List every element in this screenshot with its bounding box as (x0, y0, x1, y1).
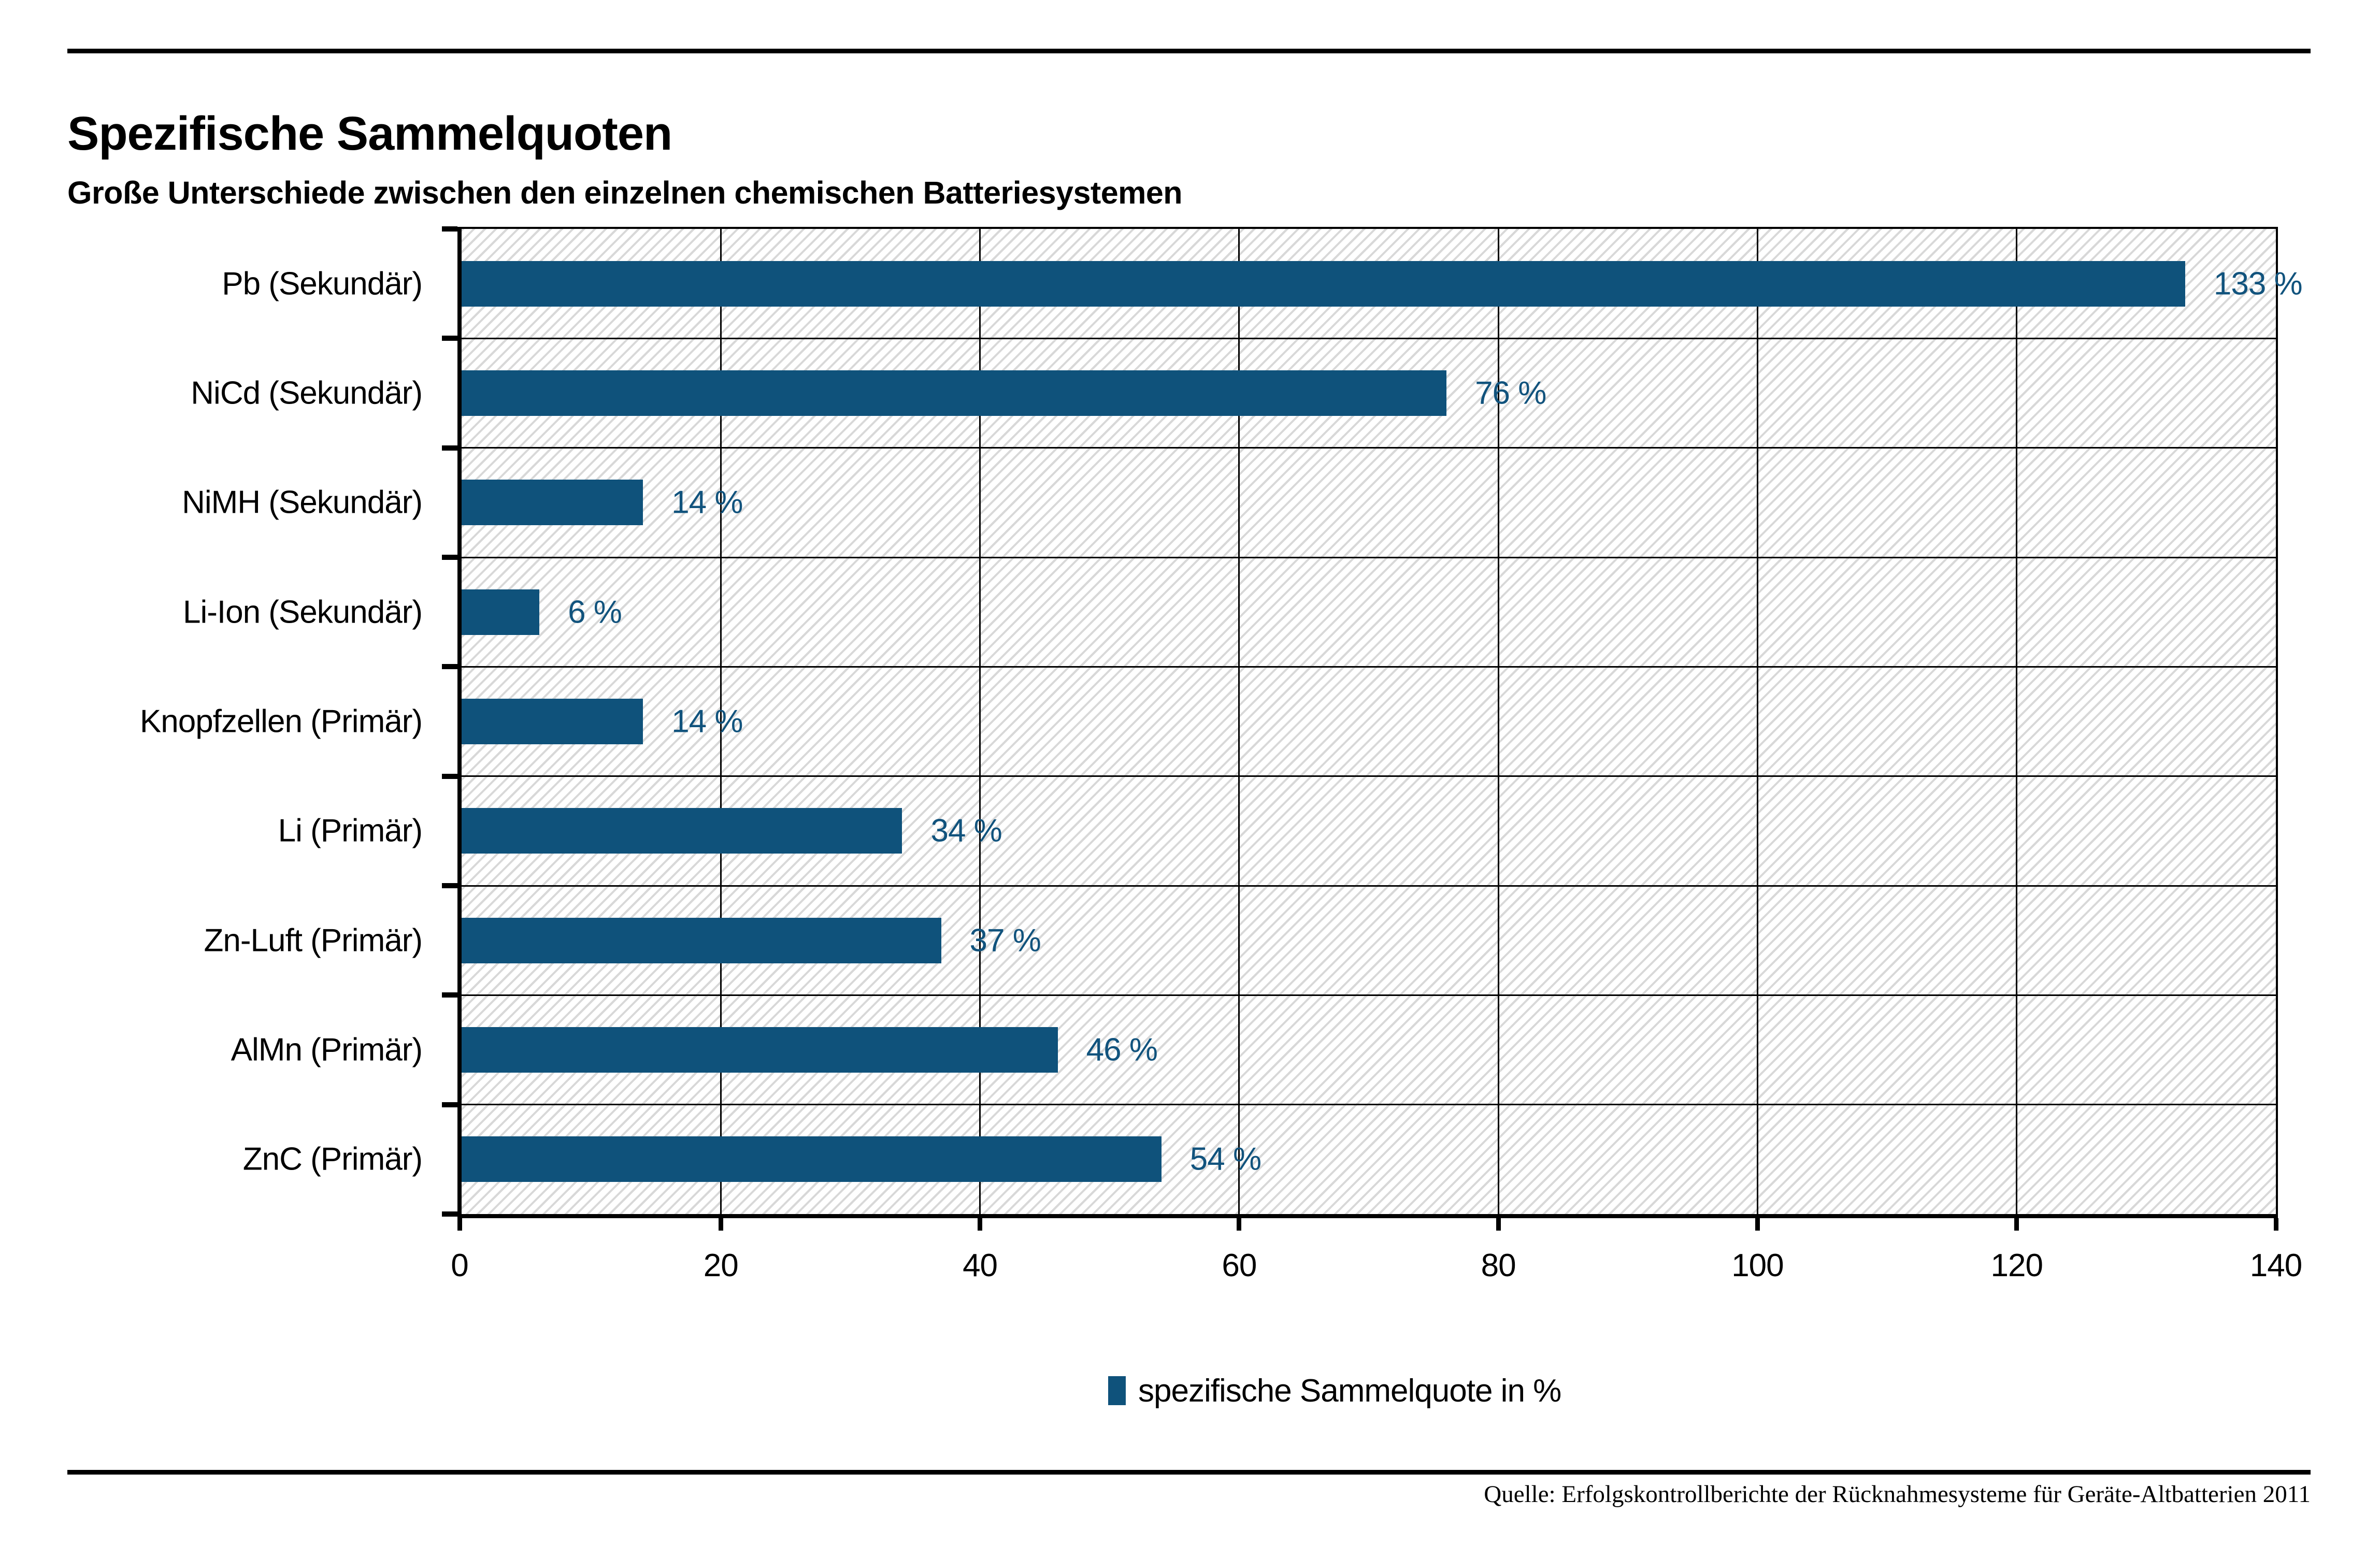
x-tick (1496, 1218, 1501, 1231)
y-tick (442, 1102, 457, 1107)
y-tick (442, 773, 457, 779)
bar-Knopfzellen (Primär) (462, 699, 643, 744)
x-tick (1237, 1218, 1242, 1231)
value-label: 14 % (671, 703, 743, 740)
gridline-40 (979, 229, 981, 1214)
x-tick (718, 1218, 723, 1231)
y-tick (442, 336, 457, 341)
x-tick (2014, 1218, 2019, 1231)
gridline-100 (1756, 229, 1758, 1214)
bar-AlMn (Primär) (462, 1027, 1058, 1073)
value-label: 46 % (1086, 1032, 1158, 1068)
category-label: NiCd (Sekundär) (191, 375, 423, 411)
row-separator (462, 885, 2276, 887)
source-citation: Quelle: Erfolgskontrollberichte der Rück… (1484, 1481, 2311, 1508)
legend-marker-icon (1108, 1376, 1126, 1405)
category-axis: Pb (Sekundär) NiCd (Sekundär) NiMH (Sekund… (0, 229, 423, 1214)
legend-label: spezifische Sammelquote in % (1138, 1373, 1561, 1409)
bar-NiCd (Sekundär) (462, 370, 1447, 416)
gridline-60 (1238, 229, 1240, 1214)
value-label: 76 % (1475, 375, 1546, 411)
bottom-rule (67, 1470, 2311, 1475)
value-label: 6 % (568, 594, 622, 630)
value-label: 14 % (671, 484, 743, 521)
x-tick (2273, 1218, 2278, 1231)
category-label: Li-Ion (Sekundär) (182, 594, 423, 630)
gridline-20 (720, 229, 722, 1214)
x-tick (978, 1218, 983, 1231)
value-label: 34 % (930, 813, 1002, 849)
row-separator (462, 337, 2276, 339)
y-tick (442, 226, 457, 232)
y-tick (442, 883, 457, 888)
bar-Li (Primär) (462, 808, 902, 854)
plot-area: 133 % 76 % 14 % 6 % 14 % 34 % 37 % 46 % 54 % (457, 227, 2303, 1218)
x-axis-label: 40 (963, 1248, 998, 1283)
x-axis-label: 100 (1731, 1248, 1784, 1283)
x-axis-label: 120 (1990, 1248, 2043, 1283)
category-label: Li (Primär) (278, 813, 423, 849)
category-label: Pb (Sekundär) (222, 266, 423, 302)
row-separator (462, 994, 2276, 996)
legend: spezifische Sammelquote in % (1108, 1373, 1561, 1409)
gridline-80 (1497, 229, 1499, 1214)
gridline-120 (2016, 229, 2018, 1214)
bar-Pb (Sekundär) (462, 261, 2185, 307)
category-label: Knopfzellen (Primär) (139, 703, 423, 740)
page-title: Spezifische Sammelquoten (67, 107, 672, 160)
value-label: 133 % (2213, 266, 2303, 302)
x-tick (1755, 1218, 1760, 1231)
top-rule (67, 49, 2311, 53)
row-separator (462, 666, 2276, 668)
bar-Li-Ion (Sekundär) (462, 589, 540, 635)
value-label: 37 % (969, 922, 1041, 959)
category-label: AlMn (Primär) (231, 1032, 423, 1068)
y-tick (442, 445, 457, 451)
row-separator (462, 1104, 2276, 1106)
page-subtitle: Große Unterschiede zwischen den einzelne… (67, 175, 1183, 210)
x-axis-label: 140 (2249, 1248, 2302, 1283)
y-tick (442, 1211, 457, 1217)
y-tick (442, 664, 457, 670)
y-tick (442, 555, 457, 560)
category-label: NiMH (Sekundär) (182, 484, 423, 521)
bar-ZnC (Primär) (462, 1136, 1162, 1182)
bar-Zn-Luft (Primär) (462, 917, 941, 963)
category-label: ZnC (Primär) (242, 1141, 423, 1177)
category-label: Zn-Luft (Primär) (204, 922, 423, 959)
x-axis-label: 0 (451, 1248, 468, 1283)
x-axis-label: 20 (703, 1248, 739, 1283)
x-axis-label: 80 (1481, 1248, 1516, 1283)
row-separator (462, 447, 2276, 449)
row-separator (462, 775, 2276, 777)
y-tick (442, 992, 457, 998)
x-tick (457, 1218, 462, 1231)
bar-NiMH (Sekundär) (462, 480, 643, 526)
x-axis-label: 60 (1222, 1248, 1257, 1283)
row-separator (462, 556, 2276, 558)
value-label: 54 % (1189, 1141, 1261, 1177)
